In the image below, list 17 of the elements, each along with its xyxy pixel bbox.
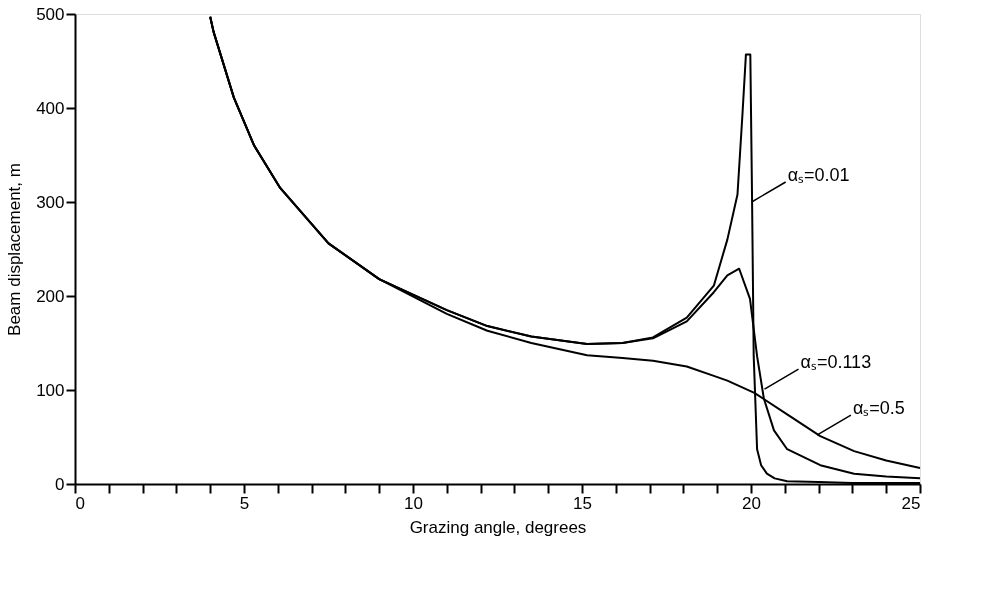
y-tick-label: 300 [36, 192, 65, 212]
annotation: αₛ=0.113 [800, 352, 872, 373]
annotation: αₛ=0.01 [787, 165, 850, 185]
y-tick-label: 500 [36, 4, 65, 24]
x-tick-label: 5 [239, 493, 250, 513]
x-tick-label: 10 [404, 493, 423, 513]
y-tick-label: 0 [55, 474, 65, 494]
y-tick-label: 200 [36, 286, 65, 306]
annotation: αₛ=0.5 [852, 398, 905, 419]
x-tick-label: 25 [901, 493, 921, 513]
y-tick-label: 100 [36, 380, 65, 400]
x-axis-title: Grazing angle, degrees [409, 517, 587, 537]
x-tick-label: 20 [742, 493, 761, 513]
x-tick-label: 0 [75, 493, 85, 513]
y-axis-title: Beam displacement, m [5, 163, 25, 336]
x-tick-label: 15 [573, 493, 592, 513]
y-tick-label: 400 [36, 98, 65, 118]
